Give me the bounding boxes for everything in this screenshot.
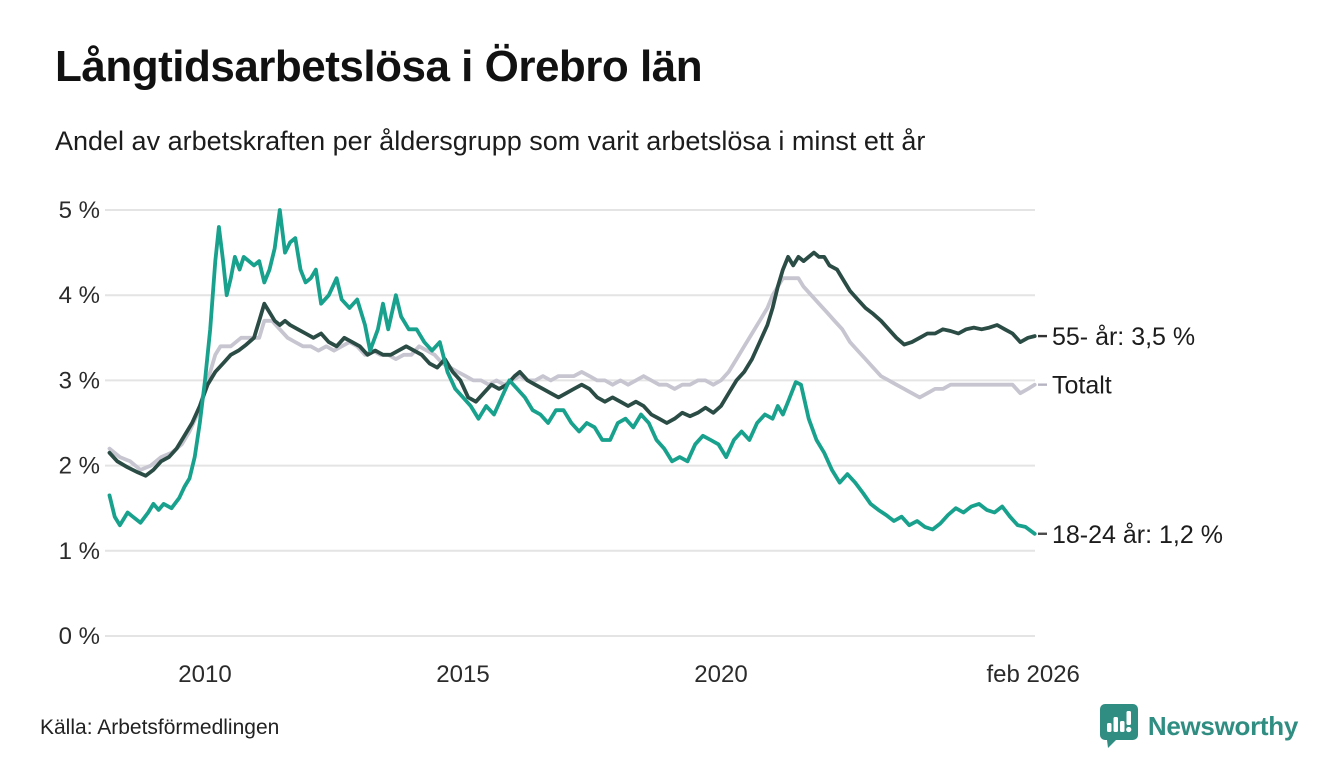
logo-text: Newsworthy <box>1147 710 1298 741</box>
x-tick-label-2020: 2020 <box>694 661 747 688</box>
x-tick-label-2015: 2015 <box>436 661 489 688</box>
y-tick-label-5: 5 % <box>59 197 100 224</box>
x-tick-label-feb-2026: feb 2026 <box>986 661 1079 688</box>
y-tick-label-1: 1 % <box>59 538 100 565</box>
newsworthy-logo: Newsworthy <box>1099 703 1298 749</box>
y-tick-label-0: 0 % <box>59 623 100 650</box>
series-line-18-24-r <box>107 208 1037 536</box>
y-tick-label-2: 2 % <box>59 453 100 480</box>
page-title: Långtidsarbetslösa i Örebro län <box>55 42 703 91</box>
series-line-totalt <box>107 276 1037 472</box>
end-label-18-24-r: 18-24 år: 1,2 % <box>1052 521 1223 549</box>
y-tick-label-3: 3 % <box>59 367 100 394</box>
y-tick-label-4: 4 % <box>59 282 100 309</box>
x-tick-label-2010: 2010 <box>178 661 231 688</box>
end-label-55-r: 55- år: 3,5 % <box>1052 323 1195 351</box>
series-line-55-r <box>107 250 1037 478</box>
source-note: Källa: Arbetsförmedlingen <box>40 716 280 739</box>
speech-bubble-bar-chart-icon <box>1099 704 1138 748</box>
chart-subtitle: Andel av arbetskraften per åldersgrupp s… <box>55 126 926 156</box>
end-label-totalt: Totalt <box>1052 372 1112 400</box>
